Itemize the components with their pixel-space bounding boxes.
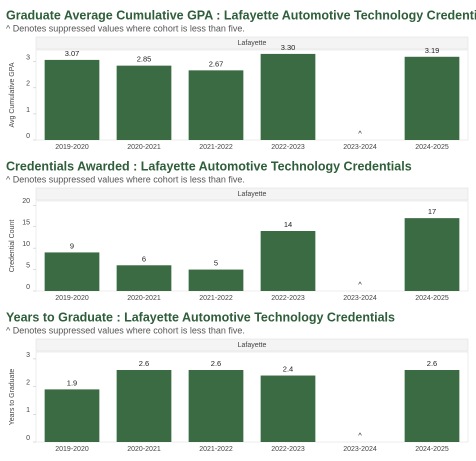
value-label: 2.4 bbox=[283, 365, 293, 374]
bar bbox=[260, 53, 316, 141]
x-tick-label: 2022-2023 bbox=[271, 144, 305, 151]
y-tick-label: 1 bbox=[26, 407, 30, 414]
y-tick-label: 5 bbox=[26, 262, 30, 269]
value-label: ^ bbox=[358, 280, 362, 289]
y-tick-label: 0 bbox=[26, 435, 30, 442]
y-tick-label: 2 bbox=[26, 379, 30, 386]
chart-subtitle: ^ Denotes suppressed values where cohort… bbox=[6, 325, 245, 335]
value-label: 6 bbox=[142, 254, 146, 263]
y-tick-label: 1 bbox=[26, 107, 30, 114]
bar bbox=[260, 231, 316, 291]
chart-title: Graduate Average Cumulative GPA : Lafaye… bbox=[6, 8, 476, 22]
x-tick-label: 2023-2024 bbox=[343, 295, 377, 302]
value-label: ^ bbox=[358, 431, 362, 440]
value-label: 3.19 bbox=[425, 46, 440, 55]
x-tick-label: 2024-2025 bbox=[415, 446, 449, 453]
y-axis-label: Credential Count bbox=[9, 220, 16, 273]
x-tick-label: 2020-2021 bbox=[127, 446, 161, 453]
x-tick-label: 2019-2020 bbox=[55, 295, 89, 302]
bar bbox=[188, 269, 244, 291]
x-tick-label: 2024-2025 bbox=[415, 144, 449, 151]
bar bbox=[404, 56, 460, 140]
panel-header bbox=[35, 36, 469, 50]
value-label: ^ bbox=[358, 129, 362, 138]
value-label: 2.67 bbox=[209, 59, 224, 68]
y-tick-label: 10 bbox=[22, 241, 30, 248]
chart-subtitle: ^ Denotes suppressed values where cohort… bbox=[6, 23, 245, 33]
x-tick-label: 2024-2025 bbox=[415, 295, 449, 302]
bar bbox=[116, 370, 172, 442]
value-label: 2.6 bbox=[211, 359, 221, 368]
chart-subtitle: ^ Denotes suppressed values where cohort… bbox=[6, 174, 245, 184]
value-label: 2.85 bbox=[137, 55, 152, 64]
bar bbox=[44, 59, 100, 141]
bar bbox=[44, 252, 100, 291]
plot-frame bbox=[35, 200, 469, 292]
bar bbox=[404, 370, 460, 442]
y-tick-label: 3 bbox=[26, 352, 30, 359]
x-tick-label: 2023-2024 bbox=[343, 144, 377, 151]
plot-frame bbox=[35, 351, 469, 443]
panel-label: Lafayette bbox=[238, 342, 267, 349]
value-label: 3.07 bbox=[65, 49, 80, 58]
value-label: 9 bbox=[70, 241, 74, 250]
x-tick-label: 2019-2020 bbox=[55, 144, 89, 151]
panel-header bbox=[35, 338, 469, 352]
y-tick-label: 20 bbox=[22, 198, 30, 205]
value-label: 3.30 bbox=[281, 43, 296, 52]
x-tick-label: 2019-2020 bbox=[55, 446, 89, 453]
value-label: 14 bbox=[284, 220, 292, 229]
x-tick-label: 2021-2022 bbox=[199, 295, 233, 302]
y-axis-label: Avg Cumulative GPA bbox=[9, 62, 16, 127]
y-tick-label: 15 bbox=[22, 220, 30, 227]
y-tick-label: 3 bbox=[26, 55, 30, 62]
bar bbox=[260, 375, 316, 442]
value-label: 2.6 bbox=[427, 359, 437, 368]
panel-header bbox=[35, 187, 469, 201]
bar bbox=[188, 70, 244, 140]
bar bbox=[44, 389, 100, 442]
y-axis-label: Years to Graduate bbox=[9, 369, 16, 426]
x-tick-label: 2020-2021 bbox=[127, 295, 161, 302]
value-label: 2.6 bbox=[139, 359, 149, 368]
bar bbox=[116, 65, 172, 140]
x-tick-label: 2021-2022 bbox=[199, 446, 233, 453]
panel-label: Lafayette bbox=[238, 191, 267, 198]
y-tick-label: 0 bbox=[26, 284, 30, 291]
panel-label: Lafayette bbox=[238, 40, 267, 47]
x-tick-label: 2020-2021 bbox=[127, 144, 161, 151]
x-tick-label: 2021-2022 bbox=[199, 144, 233, 151]
x-tick-label: 2022-2023 bbox=[271, 295, 305, 302]
x-tick-label: 2023-2024 bbox=[343, 446, 377, 453]
chart-title: Credentials Awarded : Lafayette Automoti… bbox=[6, 159, 412, 173]
value-label: 17 bbox=[428, 207, 436, 216]
chart-title: Years to Graduate : Lafayette Automotive… bbox=[6, 310, 395, 324]
bar bbox=[116, 265, 172, 291]
value-label: 1.9 bbox=[67, 378, 77, 387]
value-label: 5 bbox=[214, 259, 218, 268]
bar bbox=[188, 370, 244, 442]
y-tick-label: 2 bbox=[26, 81, 30, 88]
plot-frame bbox=[35, 49, 469, 141]
y-tick-label: 0 bbox=[26, 133, 30, 140]
bar bbox=[404, 218, 460, 291]
x-tick-label: 2022-2023 bbox=[271, 446, 305, 453]
